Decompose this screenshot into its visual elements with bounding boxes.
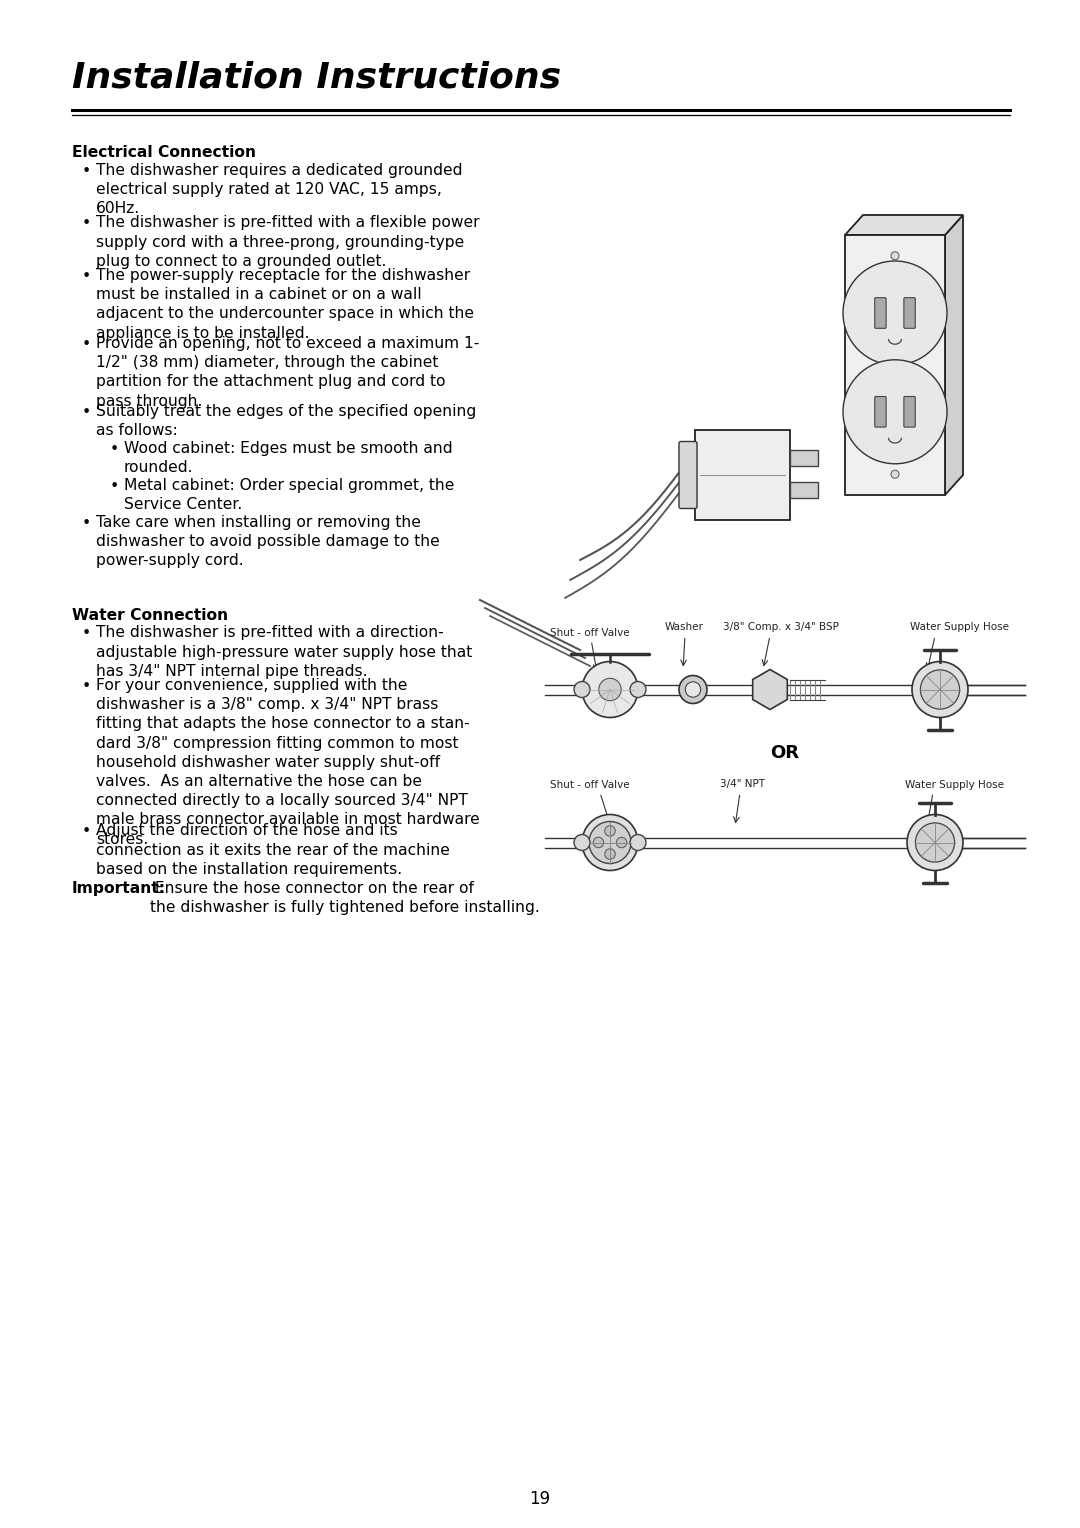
FancyBboxPatch shape (875, 298, 886, 329)
Circle shape (630, 834, 646, 851)
Circle shape (573, 834, 590, 851)
Circle shape (573, 681, 590, 697)
Text: Wood cabinet: Edges must be smooth and
rounded.: Wood cabinet: Edges must be smooth and r… (124, 442, 453, 475)
Text: Water Connection: Water Connection (72, 608, 228, 622)
Text: For your convenience, supplied with the
dishwasher is a 3/8" comp. x 3/4" NPT br: For your convenience, supplied with the … (96, 678, 480, 847)
Text: Shut - off Valve: Shut - off Valve (550, 779, 630, 790)
Text: 3/4" NPT: 3/4" NPT (720, 779, 765, 790)
Text: Ensure the hose connector on the rear of
the dishwasher is fully tightened befor: Ensure the hose connector on the rear of… (150, 882, 540, 915)
Text: The dishwasher is pre-fitted with a direction-
adjustable high-pressure water su: The dishwasher is pre-fitted with a dire… (96, 625, 472, 678)
Text: •: • (82, 678, 91, 694)
Text: •: • (82, 405, 91, 420)
Circle shape (907, 814, 963, 871)
Circle shape (679, 675, 707, 703)
Text: •: • (82, 269, 91, 284)
Text: Water Supply Hose: Water Supply Hose (910, 622, 1009, 633)
Text: •: • (82, 626, 91, 642)
Circle shape (891, 252, 899, 260)
Circle shape (582, 662, 638, 718)
Text: Shut - off Valve: Shut - off Valve (550, 628, 630, 669)
Circle shape (920, 669, 960, 709)
Text: The power-supply receptacle for the dishwasher
must be installed in a cabinet or: The power-supply receptacle for the dish… (96, 267, 474, 341)
Circle shape (593, 837, 604, 848)
Text: •: • (82, 217, 91, 232)
Circle shape (617, 837, 626, 848)
FancyBboxPatch shape (875, 396, 886, 428)
Circle shape (589, 822, 631, 863)
Text: •: • (82, 516, 91, 532)
Polygon shape (945, 215, 963, 495)
Text: Installation Instructions: Installation Instructions (72, 61, 562, 95)
Text: OR: OR (770, 744, 799, 762)
Text: The dishwasher is pre-fitted with a flexible power
supply cord with a three-pron: The dishwasher is pre-fitted with a flex… (96, 215, 480, 269)
Text: Washer: Washer (665, 622, 704, 633)
Text: Water Supply Hose: Water Supply Hose (905, 779, 1004, 790)
Circle shape (630, 681, 646, 697)
Circle shape (912, 662, 968, 718)
Text: •: • (82, 825, 91, 839)
Polygon shape (753, 669, 787, 709)
FancyBboxPatch shape (904, 298, 915, 329)
Circle shape (916, 824, 955, 862)
Text: Metal cabinet: Order special grommet, the
Service Center.: Metal cabinet: Order special grommet, th… (124, 478, 455, 512)
Circle shape (605, 825, 616, 836)
Circle shape (843, 261, 947, 365)
Text: Provide an opening, not to exceed a maximum 1-
1/2" (38 mm) diameter, through th: Provide an opening, not to exceed a maxi… (96, 336, 480, 408)
Polygon shape (845, 215, 963, 235)
Text: Electrical Connection: Electrical Connection (72, 145, 256, 160)
Circle shape (598, 678, 621, 701)
Text: •: • (82, 338, 91, 351)
Text: Suitably treat the edges of the specified opening
as follows:: Suitably treat the edges of the specifie… (96, 403, 476, 439)
Text: The dishwasher requires a dedicated grounded
electrical supply rated at 120 VAC,: The dishwasher requires a dedicated grou… (96, 163, 462, 217)
FancyBboxPatch shape (789, 449, 818, 466)
FancyBboxPatch shape (696, 429, 789, 520)
Text: •: • (82, 163, 91, 179)
Circle shape (686, 681, 701, 697)
FancyBboxPatch shape (904, 396, 915, 428)
Circle shape (582, 814, 638, 871)
FancyBboxPatch shape (789, 483, 818, 498)
Text: •: • (110, 478, 119, 494)
Text: •: • (110, 442, 119, 457)
FancyBboxPatch shape (679, 442, 697, 509)
Circle shape (891, 471, 899, 478)
Circle shape (843, 359, 947, 465)
Text: 19: 19 (529, 1490, 551, 1508)
Text: Take care when installing or removing the
dishwasher to avoid possible damage to: Take care when installing or removing th… (96, 515, 440, 568)
Text: Important:: Important: (72, 882, 166, 895)
Circle shape (605, 848, 616, 859)
Text: 3/8" Comp. x 3/4" BSP: 3/8" Comp. x 3/4" BSP (723, 622, 839, 633)
Text: Adjust the direction of the hose and its
connection as it exits the rear of the : Adjust the direction of the hose and its… (96, 824, 450, 877)
Polygon shape (845, 235, 945, 495)
